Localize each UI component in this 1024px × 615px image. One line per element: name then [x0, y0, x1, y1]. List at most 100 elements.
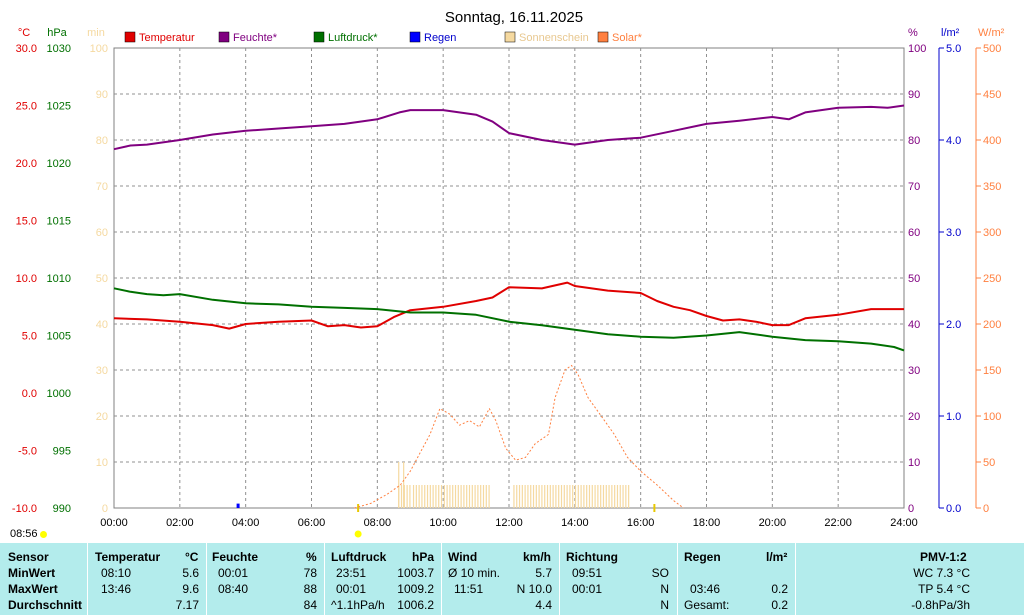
stats-cell: Gesamt:: [684, 598, 730, 612]
solar-axis-tick-label: 50: [983, 457, 995, 469]
sunshine-axis-tick-label: 80: [96, 135, 108, 147]
stats-cell: 08:40: [218, 582, 249, 596]
rain-axis-tick-label: 1.0: [946, 411, 961, 423]
legend-label: Sonnenschein: [519, 32, 589, 44]
legend-swatch: [409, 31, 421, 43]
stats-cell: 00:01: [572, 582, 603, 596]
temperature-axis-tick-label: 25.0: [16, 101, 37, 113]
stats-cell: ^1.1hPa/h: [331, 598, 385, 612]
humidity-axis-tick-label: 20: [908, 411, 920, 423]
stats-cell: 13:46: [101, 582, 132, 596]
legend-label: Feuchte*: [233, 32, 278, 44]
humidity-axis-tick-label: 100: [908, 43, 926, 55]
temperature-axis-tick-label: 30.0: [16, 43, 37, 55]
series-solar: [354, 364, 684, 509]
stats-header-pmv: PMV-1:2: [920, 550, 967, 564]
humidity-axis-tick-label: 40: [908, 319, 920, 331]
rain-axis-tick-label: 2.0: [946, 319, 961, 331]
humidity-axis-tick-label: 30: [908, 365, 920, 377]
legend-label: Solar*: [612, 32, 643, 44]
stats-header-temp-unit: °C: [185, 550, 199, 564]
humidity-axis-tick-label: 50: [908, 273, 920, 285]
chart-bars: [236, 462, 656, 538]
legend-swatch: [597, 31, 609, 43]
legend-swatch: [313, 31, 325, 43]
stats-cell: TP 5.4 °C: [918, 582, 970, 596]
sun-dot-left: [40, 531, 47, 538]
stats-row-label: Durchschnitt: [8, 598, 83, 612]
stats-cell: 00:01: [336, 582, 367, 596]
sunrise-dot: [354, 530, 362, 538]
stats-cell: 5.6: [182, 566, 199, 580]
stats-cell: 9.6: [182, 582, 199, 596]
humidity-axis-tick-label: 80: [908, 135, 920, 147]
pressure-axis-tick-label: 990: [53, 503, 71, 515]
stats-cell: 1003.7: [397, 566, 434, 580]
stats-header-press: Luftdruck: [331, 550, 387, 564]
solar-axis-tick-label: 450: [983, 89, 1001, 101]
pressure-unit-label: hPa: [47, 27, 67, 39]
stats-cell: SO: [651, 566, 669, 580]
x-tick-label: 14:00: [561, 517, 589, 529]
stats-cell: Ø 10 min.: [448, 566, 501, 580]
humidity-axis-tick-label: 10: [908, 457, 920, 469]
pressure-axis-tick-label: 1010: [47, 273, 71, 285]
legend-swatch: [218, 31, 230, 43]
sunshine-axis-tick-label: 60: [96, 227, 108, 239]
rain-unit-label: l/m²: [941, 27, 960, 39]
chart-title: Sonntag, 16.11.2025: [445, 9, 583, 26]
stats-cell: N: [660, 598, 669, 612]
stats-header-hum: Feuchte: [212, 550, 259, 564]
legend-label: Regen: [424, 32, 456, 44]
sunshine-axis-tick-label: 0: [102, 503, 108, 515]
temperature-axis-tick-label: 15.0: [16, 216, 37, 228]
sunshine-axis-tick-label: 40: [96, 319, 108, 331]
sunshine-axis-tick-label: 50: [96, 273, 108, 285]
solar-axis-tick-label: 250: [983, 273, 1001, 285]
stats-cell: 7.17: [175, 598, 199, 612]
legend-swatch: [124, 31, 136, 43]
stats-cell: 09:51: [572, 566, 603, 580]
solar-axis-tick-label: 400: [983, 135, 1001, 147]
solar-axis-tick-label: 150: [983, 365, 1001, 377]
temperature-unit-label: °C: [18, 27, 30, 39]
sunshine-unit-label: min: [87, 27, 105, 39]
chart-axes: 00:00 02:00 04:00 06:00 08:00 10:00 12:00 14:00…: [12, 27, 1005, 529]
chart-series: [113, 104, 905, 509]
stats-cell: 23:51: [336, 566, 367, 580]
stats-cell: 88: [303, 582, 317, 596]
stats-cell: N 10.0: [516, 582, 552, 596]
weather-chart: 00:00 02:00 04:00 06:00 08:00 10:00 12:00 14:00…: [12, 9, 1005, 538]
x-tick-label: 00:00: [100, 517, 128, 529]
stats-header-temp: Temperatur: [95, 550, 161, 564]
stats-cell: 08:10: [101, 566, 132, 580]
stats-cell: WC 7.3 °C: [913, 566, 970, 580]
humidity-axis-tick-label: 70: [908, 181, 920, 193]
series-luftdruck: [113, 287, 905, 352]
stats-cell: 4.4: [535, 598, 552, 612]
chart-legend: Temperatur Feuchte* Luftdruck* Regen Sonnens…: [124, 31, 643, 44]
legend-swatch: [504, 31, 516, 43]
solar-axis-tick-label: 350: [983, 181, 1001, 193]
x-tick-label: 20:00: [759, 517, 787, 529]
temperature-axis-tick-label: 5.0: [22, 331, 37, 343]
stats-cell: 0.2: [771, 582, 788, 596]
series-feuchte: [113, 104, 905, 151]
rain-axis-tick-label: 0.0: [946, 503, 961, 515]
x-tick-label: 08:00: [364, 517, 392, 529]
stats-cell: 1006.2: [397, 598, 434, 612]
stats-panel: Sensor Temperatur °C Feuchte % Luftdruck…: [0, 543, 1024, 615]
pressure-axis-tick-label: 1020: [47, 158, 71, 170]
series-temperatur: [113, 281, 904, 330]
stats-header-sensor: Sensor: [8, 550, 49, 564]
pressure-axis-tick-label: 1015: [47, 216, 71, 228]
temperature-axis-tick-label: 20.0: [16, 158, 37, 170]
rain-axis-tick-label: 3.0: [946, 227, 961, 239]
sunshine-axis-tick-label: 70: [96, 181, 108, 193]
temperature-axis-tick-label: 10.0: [16, 273, 37, 285]
stats-cell: 00:01: [218, 566, 249, 580]
temperature-axis-tick-label: -5.0: [18, 446, 37, 458]
stats-header-wind-unit: km/h: [523, 550, 552, 564]
solar-axis-tick-label: 200: [983, 319, 1001, 331]
x-tick-label: 22:00: [824, 517, 852, 529]
